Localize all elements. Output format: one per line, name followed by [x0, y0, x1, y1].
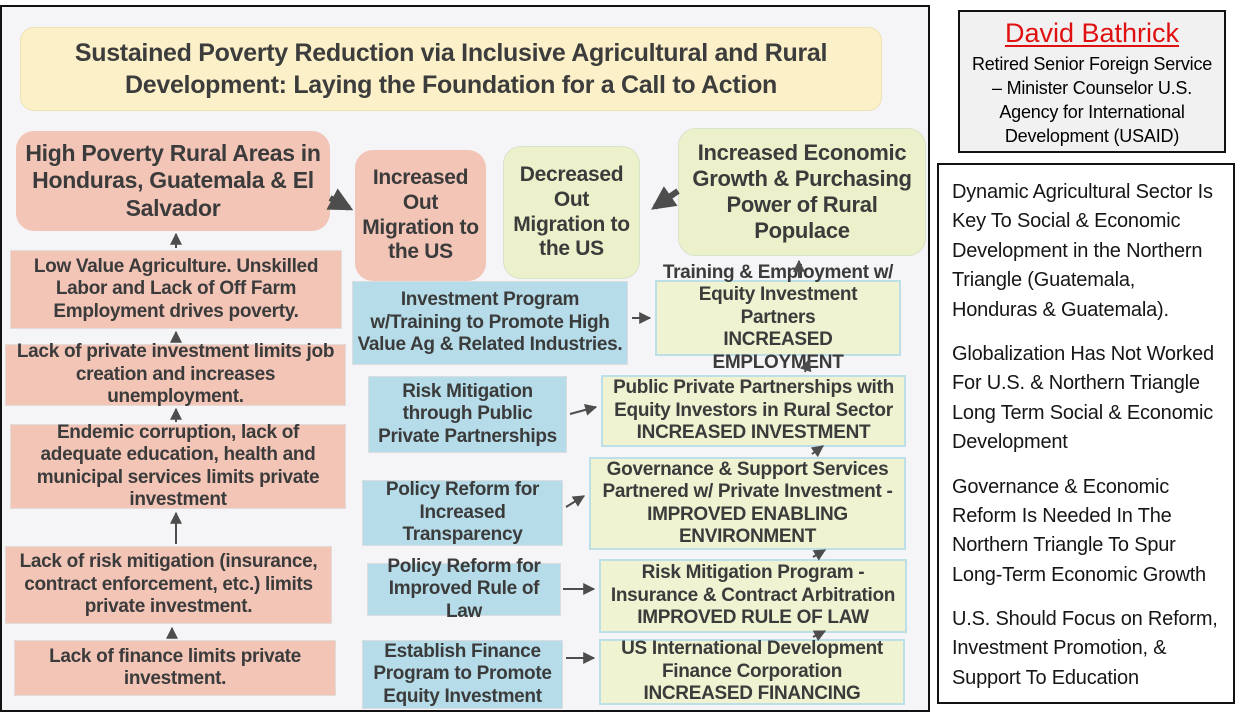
statement: Dynamic Agricultural Sector Is Key To So…: [952, 181, 1213, 321]
outcome-rule-of-law: Risk Mitigation Program - Insurance & Co…: [599, 559, 907, 633]
outcome-result: IMPROVED RULE OF LAW: [637, 607, 869, 629]
problem-endemic-corruption: Endemic corruption, lack of adequate edu…: [10, 422, 346, 510]
statement: Governance & Economic Reform Is Needed I…: [952, 475, 1206, 586]
outcome-text: Governance & Support Services Partnered …: [602, 458, 893, 503]
problem-lack-finance: Lack of finance limits private investmen…: [14, 640, 336, 696]
author-box: David Bathrick Retired Senior Foreign Se…: [958, 10, 1226, 153]
statement: Globalization Has Not Worked For U.S. & …: [952, 342, 1214, 454]
outcome-investment: Public Private Partnerships with Equity …: [601, 375, 906, 447]
node-economic-growth: Increased Economic Growth & Purchasing P…: [678, 128, 926, 256]
outcome-employment: Training & Employment w/ Equity Investme…: [655, 262, 901, 373]
intervention-investment-program: Investment Program w/Training to Promote…: [352, 281, 628, 365]
outcome-text: Training & Employment w/ Equity Investme…: [662, 261, 894, 328]
author-credentials: Retired Senior Foreign Service – Ministe…: [971, 53, 1213, 146]
diagram-title: Sustained Poverty Reduction via Inclusiv…: [20, 27, 882, 111]
node-high-poverty: High Poverty Rural Areas in Honduras, Gu…: [16, 131, 330, 231]
outcome-enabling-environment: Governance & Support Services Partnered …: [589, 457, 906, 550]
outcome-result: IMPROVED ENABLING ENVIRONMENT: [647, 503, 848, 547]
intervention-risk-mitigation: Risk Mitigation through Public Private P…: [368, 376, 567, 453]
intervention-rule-of-law-reform: Policy Reform for Improved Rule of Law: [367, 556, 561, 622]
node-decreased-migration: Decreased Out Migration to the US: [503, 146, 640, 279]
outcome-text: Public Private Partnerships with Equity …: [613, 377, 894, 421]
problem-lack-private-investment: Lack of private investment limits job cr…: [5, 341, 346, 407]
outcome-result: INCREASED FINANCING: [643, 683, 861, 705]
outcome-result: INCREASED INVESTMENT: [636, 422, 871, 444]
outcome-financing: US International Development Finance Cor…: [599, 638, 905, 705]
statement-box: Dynamic Agricultural Sector Is Key To So…: [937, 163, 1235, 704]
problem-lack-risk-mitigation: Lack of risk mitigation (insurance, cont…: [5, 546, 332, 624]
node-increased-migration: Increased Out Migration to the US: [355, 150, 486, 281]
statement: U.S. Should Focus on Reform, Investment …: [952, 608, 1218, 689]
intervention-finance-program: Establish Finance Program to Promote Equ…: [362, 640, 563, 709]
problem-low-value-agriculture: Low Value Agriculture. Unskilled Labor a…: [10, 250, 342, 329]
intervention-transparency-reform: Policy Reform for Increased Transparency: [362, 479, 563, 546]
outcome-text: Risk Mitigation Program - Insurance & Co…: [610, 562, 896, 606]
outcome-result: INCREASED EMPLOYMENT: [712, 329, 844, 373]
author-name: David Bathrick: [1004, 18, 1180, 48]
outcome-text: US International Development Finance Cor…: [621, 638, 883, 682]
